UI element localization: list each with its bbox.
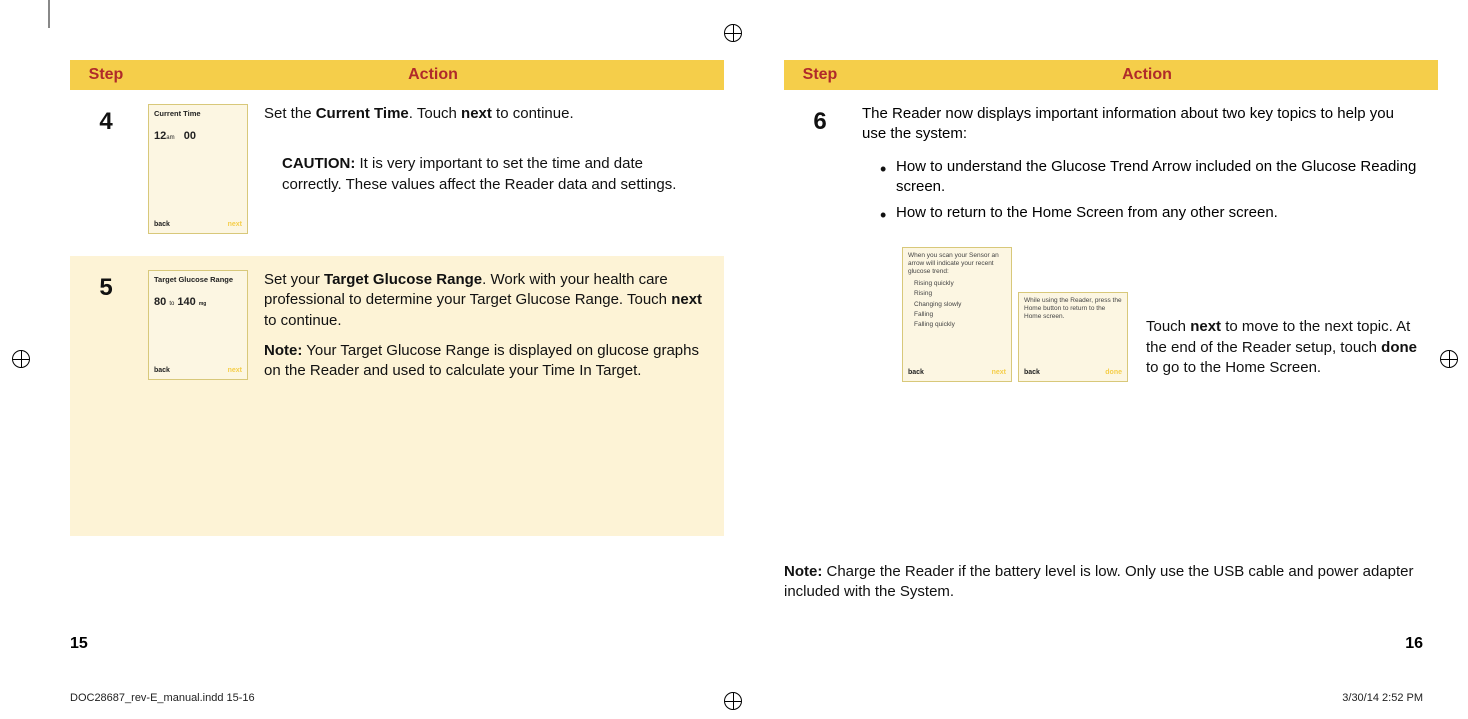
step-action: The Reader now displays important inform…	[856, 90, 1438, 550]
registration-mark-icon	[724, 24, 742, 42]
screen-next-button: next	[228, 220, 242, 229]
trend-item: Falling quickly	[914, 321, 1006, 329]
note-text: Your Target Glucose Range is displayed o…	[264, 342, 699, 379]
step-number: 5	[70, 256, 142, 536]
trend-item: Rising quickly	[914, 280, 1006, 288]
text-bold: next	[1190, 318, 1221, 335]
screen-back-button: back	[1024, 368, 1040, 377]
header-step: Step	[70, 60, 142, 90]
device-screen-range: Target Glucose Range 80 to 140 mg back n…	[148, 270, 248, 380]
time-min: 00	[184, 130, 196, 142]
table-row: 6 The Reader now displays important info…	[784, 90, 1438, 550]
device-screen-time: Current Time 12am 00 back next	[148, 104, 248, 234]
note-label: Note:	[784, 563, 822, 580]
footer-doc-id: DOC28687_rev-E_manual.indd 15-16	[70, 692, 255, 704]
screen-head: When you scan your Sensor an arrow will …	[908, 252, 1006, 275]
range-to: to	[169, 301, 174, 307]
text-bold: Target Glucose Range	[324, 271, 482, 288]
step-number: 6	[784, 90, 856, 550]
registration-mark-icon	[1440, 350, 1458, 368]
note-text: Charge the Reader if the battery level i…	[784, 563, 1414, 600]
registration-mark-icon	[12, 350, 30, 368]
text: Set the	[264, 105, 316, 122]
registration-mark-icon	[724, 692, 742, 710]
range-high: 140	[177, 296, 195, 308]
step5-para1: Set your Target Glucose Range. Work with…	[264, 270, 706, 331]
text: . Touch	[409, 105, 461, 122]
step-table-left: Step Action 4 Current Time 12am 00 b	[70, 60, 724, 536]
page-right-note: Note: Charge the Reader if the battery l…	[784, 562, 1438, 603]
step6-bullets: How to understand the Glucose Trend Arro…	[880, 157, 1420, 230]
step-action: Target Glucose Range 80 to 140 mg back n…	[142, 256, 724, 536]
step6-intro: The Reader now displays important inform…	[862, 104, 1420, 145]
screen-back-button: back	[908, 368, 924, 377]
time-am: am	[166, 135, 174, 141]
step6-side-text: Touch next to move to the next topic. At…	[1146, 317, 1420, 378]
table-row: 5 Target Glucose Range 80 to 140 mg back…	[70, 256, 724, 536]
text-bold: next	[671, 291, 702, 308]
step5-para2: Note: Your Target Glucose Range is displ…	[264, 341, 706, 382]
screen-time: 12am 00	[154, 129, 242, 143]
screen-next-button: next	[228, 366, 242, 375]
trend-item: Changing slowly	[914, 301, 1006, 309]
step-action: Current Time 12am 00 back next	[142, 90, 724, 256]
text-bold: done	[1381, 339, 1417, 356]
screen-done-button: done	[1105, 368, 1122, 377]
text: to continue.	[264, 312, 342, 329]
trend-list: Rising quickly Rising Changing slowly Fa…	[914, 280, 1006, 330]
text-bold: next	[461, 105, 492, 122]
screen-note: While using the Reader, press the Home b…	[1024, 297, 1122, 320]
crop-mark	[48, 0, 50, 28]
step-table-right: Step Action 6 The Reader now displays im…	[784, 60, 1438, 550]
table-header: Step Action	[70, 60, 724, 90]
note-label: Note:	[264, 342, 302, 359]
trend-item: Falling	[914, 311, 1006, 319]
screen-title: Target Glucose Range	[154, 275, 242, 285]
table-row: 4 Current Time 12am 00 back next	[70, 90, 724, 256]
bullet-item: How to return to the Home Screen from an…	[880, 203, 1420, 223]
time-hour: 12	[154, 130, 166, 142]
caution-label: CAUTION:	[282, 155, 355, 172]
screen-back-button: back	[154, 220, 170, 229]
range-low: 80	[154, 296, 166, 308]
range-unit: mg	[199, 301, 207, 307]
text: to go to the Home Screen.	[1146, 359, 1321, 376]
screen-next-button: next	[992, 368, 1006, 377]
device-screens-pair: When you scan your Sensor an arrow will …	[902, 247, 1128, 382]
bullet-item: How to understand the Glucose Trend Arro…	[880, 157, 1420, 198]
step4-caution: CAUTION: It is very important to set the…	[282, 154, 706, 195]
header-step: Step	[784, 60, 856, 90]
footer-timestamp: 3/30/14 2:52 PM	[1342, 692, 1423, 704]
trend-item: Rising	[914, 290, 1006, 298]
screen-back-button: back	[154, 366, 170, 375]
screen-title: Current Time	[154, 109, 242, 119]
text: Set your	[264, 271, 324, 288]
page-right: Step Action 6 The Reader now displays im…	[784, 60, 1438, 603]
text: Touch	[1146, 318, 1190, 335]
table-header: Step Action	[784, 60, 1438, 90]
page-number-left: 15	[70, 635, 88, 653]
page-number-right: 16	[1405, 635, 1423, 653]
device-screen-home: While using the Reader, press the Home b…	[1018, 292, 1128, 382]
step4-line1: Set the Current Time. Touch next to cont…	[264, 104, 706, 124]
text: to continue.	[492, 105, 574, 122]
step-number: 4	[70, 90, 142, 256]
screen-range: 80 to 140 mg	[154, 295, 242, 309]
text-bold: Current Time	[316, 105, 409, 122]
header-action: Action	[856, 60, 1438, 90]
device-screen-trend: When you scan your Sensor an arrow will …	[902, 247, 1012, 382]
header-action: Action	[142, 60, 724, 90]
page-spread: Step Action 4 Current Time 12am 00 b	[70, 60, 1438, 603]
page-left: Step Action 4 Current Time 12am 00 b	[70, 60, 724, 603]
